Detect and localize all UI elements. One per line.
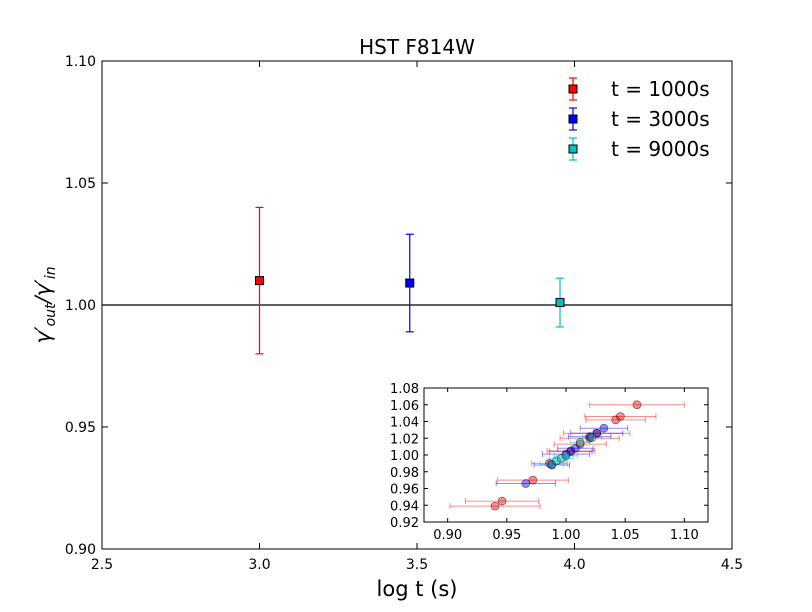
- x-tick-label: 4.0: [563, 557, 585, 573]
- inset-y-tick-label: 0.96: [390, 483, 419, 498]
- inset-data-point: [556, 453, 566, 463]
- inset-data-point: [587, 433, 597, 442]
- x-axis-label: log t (s): [377, 577, 458, 601]
- inset-data-point: [490, 501, 500, 511]
- y-tick-label: 0.95: [65, 420, 96, 436]
- legend-label: t = 9000s: [611, 137, 710, 161]
- x-tick-label: 3.5: [406, 557, 428, 573]
- legend-label: t = 1000s: [611, 77, 710, 101]
- inset-data-point: [571, 443, 580, 453]
- y-tick-label: 1.05: [65, 176, 96, 192]
- inset-data-point: [497, 496, 507, 506]
- inset-data-point: [528, 475, 538, 485]
- inset-x-tick-label: 1.00: [552, 528, 581, 543]
- inset-data-point: [599, 423, 609, 433]
- inset-data-point: [616, 412, 625, 421]
- inset-y-tick-label: 1.02: [390, 432, 419, 447]
- inset-x-tick-label: 0.95: [492, 528, 521, 543]
- y-label-sub-out: out: [43, 303, 59, 326]
- inset-y-tick-label: 1.06: [390, 399, 419, 414]
- inset-data-point: [632, 400, 642, 410]
- inset-y-tick-label: 1.04: [390, 416, 419, 431]
- inset-frame: [423, 387, 709, 523]
- legend-marker: [568, 144, 578, 154]
- inset-y-tick-label: 1.00: [390, 449, 419, 464]
- x-tick-label: 4.5: [721, 557, 743, 573]
- inset-data-point: [552, 456, 561, 466]
- svg-text:γ′out/γ′in: γ′out/γ′in: [31, 266, 59, 343]
- inset-y-tick-label: 1.08: [390, 382, 419, 397]
- inset-x-tick-label: 0.90: [433, 528, 462, 543]
- inset-x-tick-label: 1.10: [670, 528, 699, 543]
- inset-x-tick-label: 1.05: [611, 528, 640, 543]
- chart-title: HST F814W: [359, 35, 475, 59]
- inset-y-tick-label: 0.92: [390, 516, 419, 531]
- data-point: [405, 278, 415, 288]
- legend-marker: [568, 114, 578, 124]
- legend-marker: [568, 84, 578, 94]
- inset-data-point: [547, 459, 557, 469]
- main-plot-area: 2.5 3.0 3.5 4.0 4.5 0.90 0.95 1.00 1.05 1.10: [65, 54, 743, 573]
- y-tick-label: 0.90: [65, 542, 96, 558]
- y-label-gamma: γ′: [31, 326, 55, 343]
- inset-data-point: [521, 479, 531, 488]
- inset-data-point: [611, 415, 621, 425]
- x-tick-label: 2.5: [91, 557, 113, 573]
- data-point: [555, 298, 565, 308]
- legend-label: t = 3000s: [611, 107, 710, 131]
- inset-plot: 0.90 0.95 1.00 1.05 1.10 0.92 0.940.96 0.98 1.00…: [390, 382, 709, 543]
- y-tick-label: 1.00: [65, 298, 96, 314]
- y-label-sep: /γ′: [31, 279, 55, 306]
- inset-data-point: [561, 451, 571, 461]
- y-tick-label: 1.10: [65, 54, 96, 70]
- inset-y-tick-label: 0.94: [390, 499, 419, 514]
- data-point: [255, 276, 264, 286]
- y-label-sub-in: in: [43, 266, 59, 279]
- inset-y-tick-label: 0.98: [390, 466, 419, 481]
- x-tick-label: 3.0: [248, 557, 270, 573]
- legend: t = 1000s t = 3000s t = 9000s: [568, 77, 710, 161]
- y-axis-label: γ′out/γ′in: [31, 266, 59, 343]
- inset-data-point: [575, 438, 585, 447]
